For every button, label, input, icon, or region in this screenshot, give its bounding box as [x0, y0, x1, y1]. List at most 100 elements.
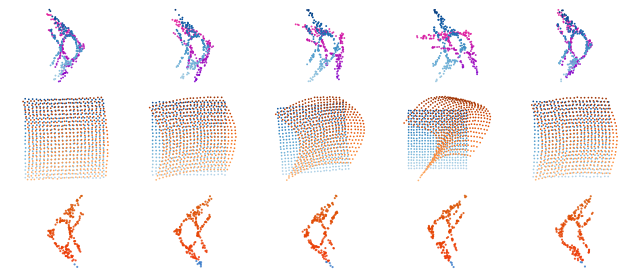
Point — [38, 116, 49, 120]
Point — [433, 218, 443, 222]
Point — [440, 27, 450, 32]
Point — [95, 143, 106, 148]
Point — [198, 57, 209, 62]
Point — [63, 212, 73, 216]
Point — [325, 153, 335, 158]
Point — [58, 134, 68, 138]
Point — [211, 121, 221, 125]
Point — [48, 61, 58, 66]
Point — [69, 141, 79, 146]
Point — [547, 110, 557, 115]
Point — [424, 224, 434, 229]
Point — [63, 56, 74, 61]
Point — [583, 144, 593, 148]
Point — [202, 120, 212, 125]
Point — [557, 107, 567, 111]
Point — [443, 95, 453, 99]
Point — [596, 120, 606, 124]
Point — [586, 163, 596, 168]
Point — [576, 28, 586, 32]
Point — [169, 113, 179, 117]
Point — [321, 53, 331, 58]
Point — [442, 253, 452, 258]
Point — [280, 118, 290, 123]
Point — [310, 147, 321, 152]
Point — [309, 166, 319, 171]
Point — [99, 101, 109, 106]
Point — [182, 162, 192, 166]
Point — [52, 24, 63, 28]
Point — [316, 67, 326, 72]
Point — [28, 168, 38, 173]
Point — [339, 154, 349, 158]
Point — [47, 61, 58, 65]
Point — [548, 135, 558, 140]
Point — [463, 153, 473, 157]
Point — [50, 112, 60, 117]
Point — [163, 141, 173, 145]
Point — [68, 32, 78, 36]
Point — [147, 117, 157, 122]
Point — [61, 247, 72, 251]
Point — [65, 211, 75, 216]
Point — [449, 205, 459, 210]
Point — [564, 167, 574, 172]
Point — [564, 125, 574, 129]
Point — [194, 212, 204, 217]
Point — [72, 134, 83, 138]
Point — [189, 211, 200, 215]
Point — [77, 108, 87, 112]
Point — [299, 158, 309, 162]
Point — [79, 163, 89, 167]
Point — [189, 152, 199, 156]
Point — [418, 36, 428, 41]
Point — [193, 155, 203, 160]
Point — [573, 205, 583, 209]
Point — [442, 37, 452, 41]
Point — [346, 127, 356, 132]
Point — [303, 232, 313, 236]
Point — [447, 237, 458, 242]
Point — [102, 132, 113, 137]
Point — [428, 224, 438, 229]
Point — [319, 65, 330, 70]
Point — [570, 209, 580, 214]
Point — [195, 58, 205, 62]
Point — [83, 164, 93, 168]
Point — [560, 56, 570, 61]
Point — [553, 123, 563, 127]
Point — [325, 102, 335, 107]
Point — [578, 237, 588, 242]
Point — [328, 130, 338, 134]
Point — [434, 128, 444, 132]
Point — [188, 148, 198, 152]
Point — [276, 122, 287, 126]
Point — [458, 47, 468, 51]
Point — [571, 167, 581, 172]
Point — [596, 163, 607, 168]
Point — [556, 227, 566, 231]
Point — [203, 216, 213, 220]
Point — [589, 102, 600, 107]
Point — [579, 137, 589, 142]
Point — [429, 152, 440, 157]
Point — [57, 119, 67, 124]
Point — [426, 125, 436, 129]
Point — [579, 120, 589, 125]
Point — [548, 128, 558, 132]
Point — [49, 59, 59, 63]
Point — [173, 158, 183, 162]
Point — [550, 167, 560, 172]
Point — [191, 63, 201, 68]
Point — [424, 127, 434, 132]
Point — [569, 212, 579, 216]
Point — [169, 139, 179, 143]
Point — [91, 172, 101, 176]
Point — [403, 111, 413, 116]
Point — [295, 165, 305, 170]
Point — [466, 49, 476, 53]
Point — [75, 196, 85, 200]
Point — [281, 131, 291, 135]
Point — [60, 63, 70, 68]
Point — [61, 254, 71, 258]
